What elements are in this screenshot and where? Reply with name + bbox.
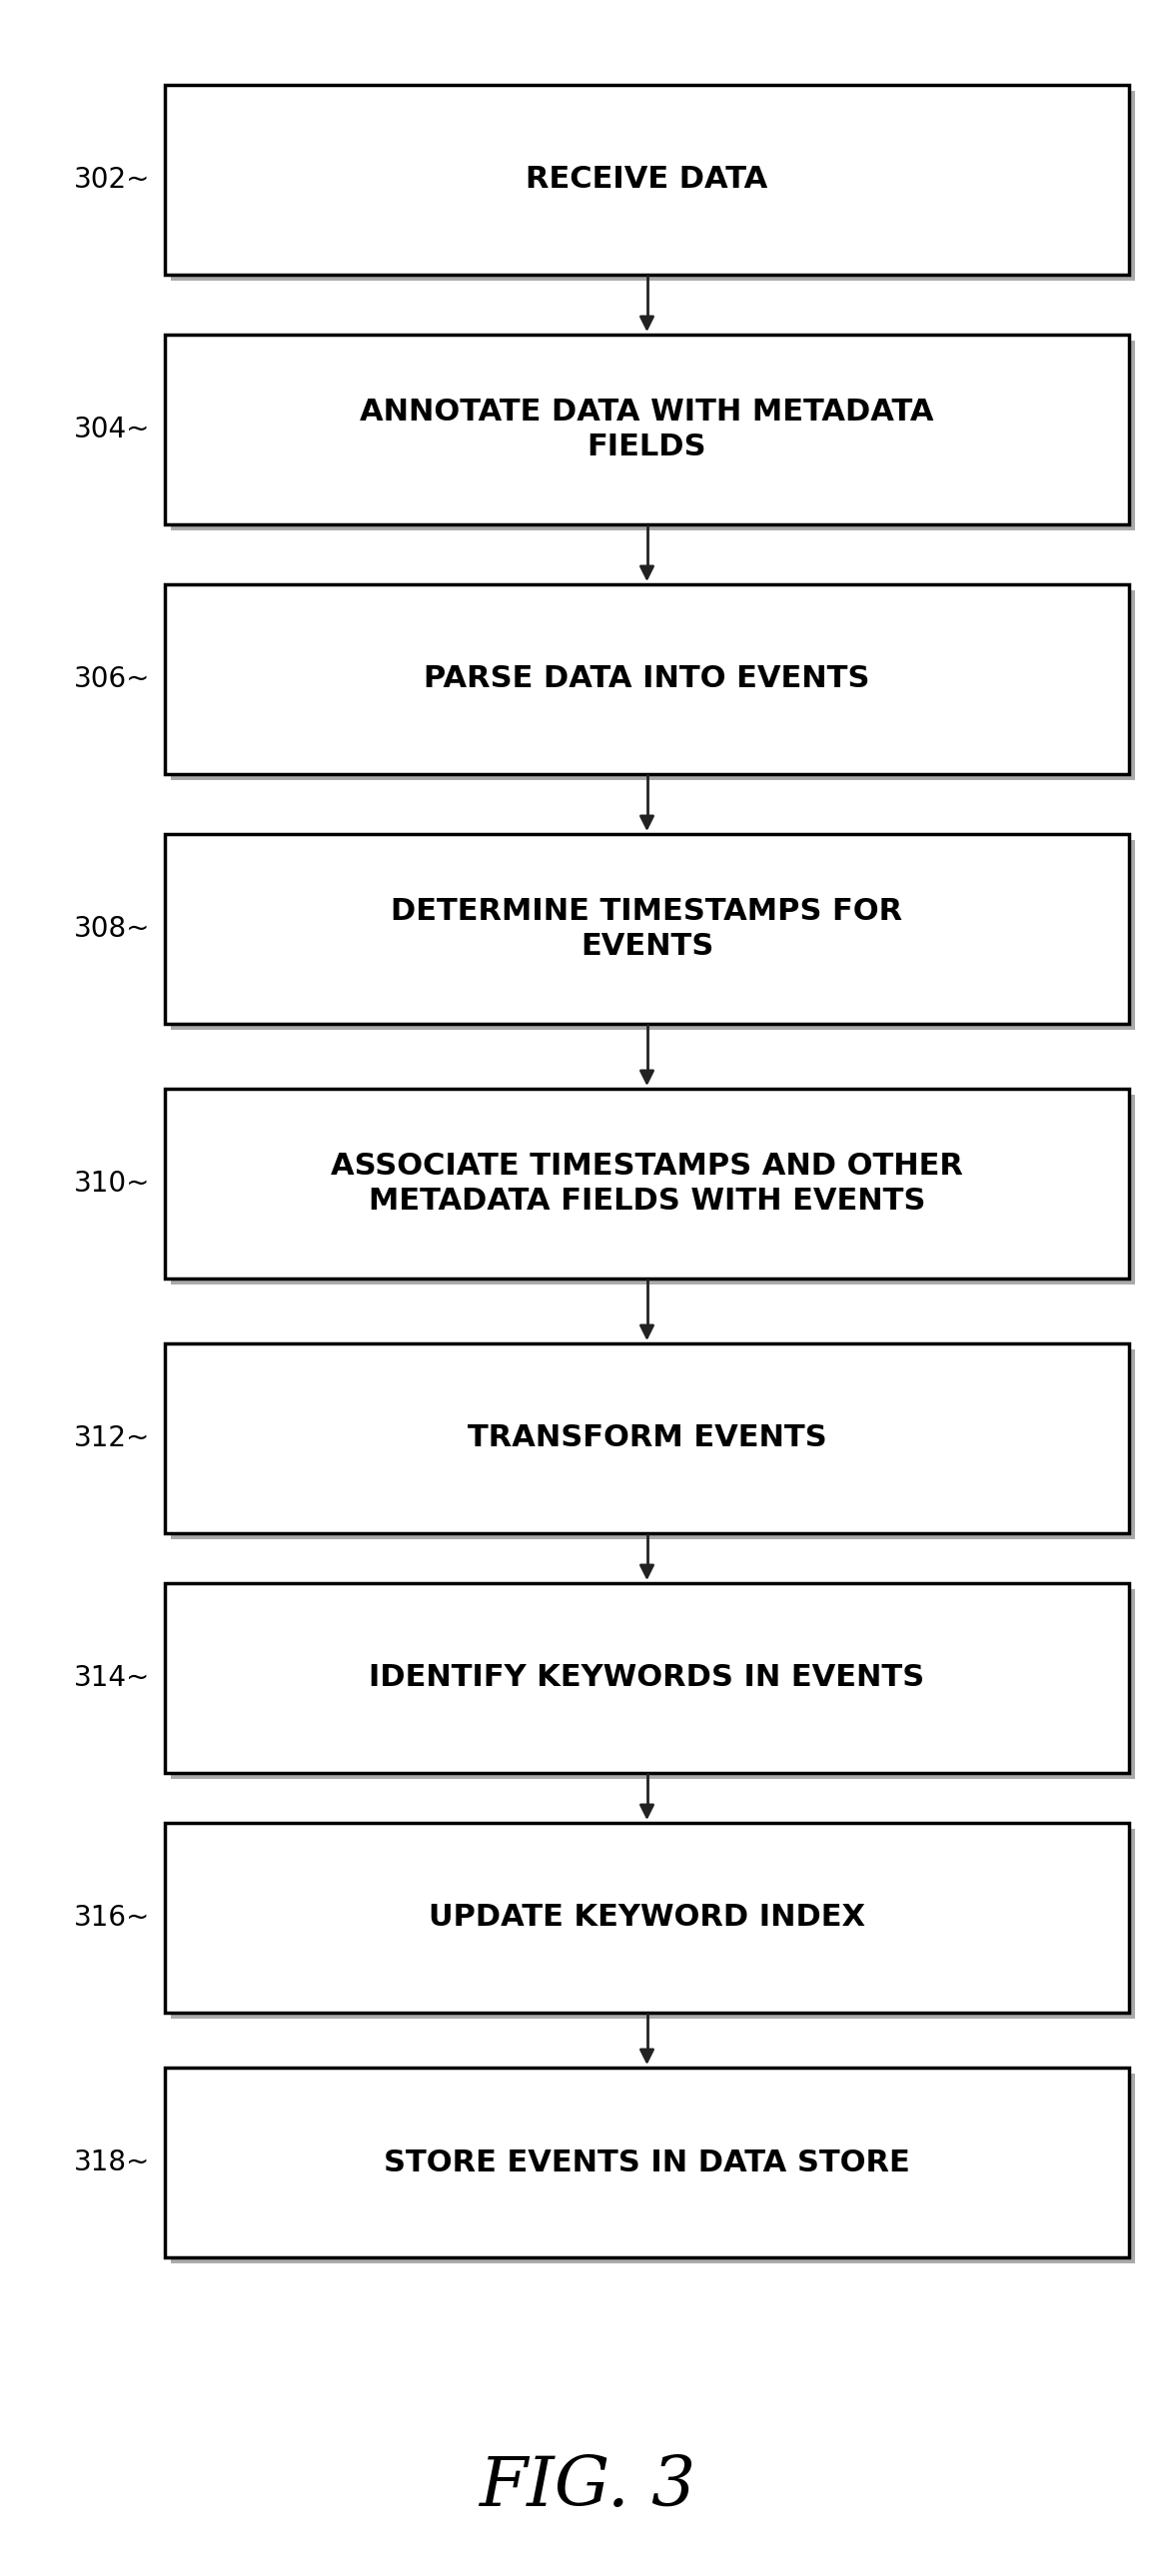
- Text: TRANSFORM EVENTS: TRANSFORM EVENTS: [468, 1425, 826, 1453]
- Bar: [164, 85, 1129, 276]
- Text: UPDATE KEYWORD INDEX: UPDATE KEYWORD INDEX: [429, 1904, 865, 1932]
- Bar: [164, 1584, 1129, 1772]
- Text: 302~: 302~: [73, 165, 150, 193]
- Text: ASSOCIATE TIMESTAMPS AND OTHER
METADATA FIELDS WITH EVENTS: ASSOCIATE TIMESTAMPS AND OTHER METADATA …: [331, 1151, 963, 1216]
- Bar: [164, 1345, 1129, 1533]
- Bar: [170, 2074, 1135, 2264]
- Bar: [164, 835, 1129, 1023]
- Text: RECEIVE DATA: RECEIVE DATA: [526, 165, 768, 193]
- Bar: [164, 2069, 1129, 2257]
- Text: 318~: 318~: [74, 2148, 150, 2177]
- Text: PARSE DATA INTO EVENTS: PARSE DATA INTO EVENTS: [424, 665, 870, 693]
- Bar: [170, 840, 1135, 1030]
- Bar: [164, 1090, 1129, 1278]
- Text: 306~: 306~: [73, 665, 150, 693]
- Text: 312~: 312~: [74, 1425, 150, 1453]
- Text: IDENTIFY KEYWORDS IN EVENTS: IDENTIFY KEYWORDS IN EVENTS: [369, 1664, 925, 1692]
- Text: ANNOTATE DATA WITH METADATA
FIELDS: ANNOTATE DATA WITH METADATA FIELDS: [360, 397, 934, 461]
- Bar: [164, 335, 1129, 526]
- Bar: [170, 1829, 1135, 2020]
- Bar: [164, 1824, 1129, 2012]
- Bar: [170, 1350, 1135, 1540]
- Text: 304~: 304~: [73, 415, 150, 443]
- Text: 316~: 316~: [74, 1904, 150, 1932]
- Bar: [170, 1095, 1135, 1285]
- Bar: [170, 340, 1135, 531]
- Bar: [170, 590, 1135, 781]
- Bar: [170, 90, 1135, 281]
- Text: 308~: 308~: [73, 914, 150, 943]
- Text: STORE EVENTS IN DATA STORE: STORE EVENTS IN DATA STORE: [384, 2148, 911, 2177]
- Bar: [164, 585, 1129, 775]
- Text: FIG. 3: FIG. 3: [479, 2455, 696, 2519]
- Text: 314~: 314~: [74, 1664, 150, 1692]
- Bar: [170, 1589, 1135, 1780]
- Text: DETERMINE TIMESTAMPS FOR
EVENTS: DETERMINE TIMESTAMPS FOR EVENTS: [391, 896, 902, 961]
- Text: 310~: 310~: [73, 1170, 150, 1198]
